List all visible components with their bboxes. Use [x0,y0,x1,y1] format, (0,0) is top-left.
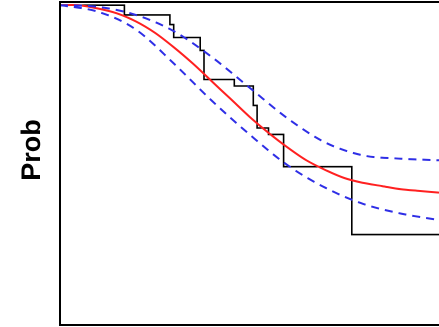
lower-ci-curve [59,4,439,221]
upper-ci-curve [59,4,439,162]
step-curve [60,4,439,236]
fitted-curve [59,3,439,194]
plot-area [60,2,439,325]
axes-frame [59,1,439,326]
y-axis-label: Prob [16,119,46,181]
series-layer [59,3,439,236]
